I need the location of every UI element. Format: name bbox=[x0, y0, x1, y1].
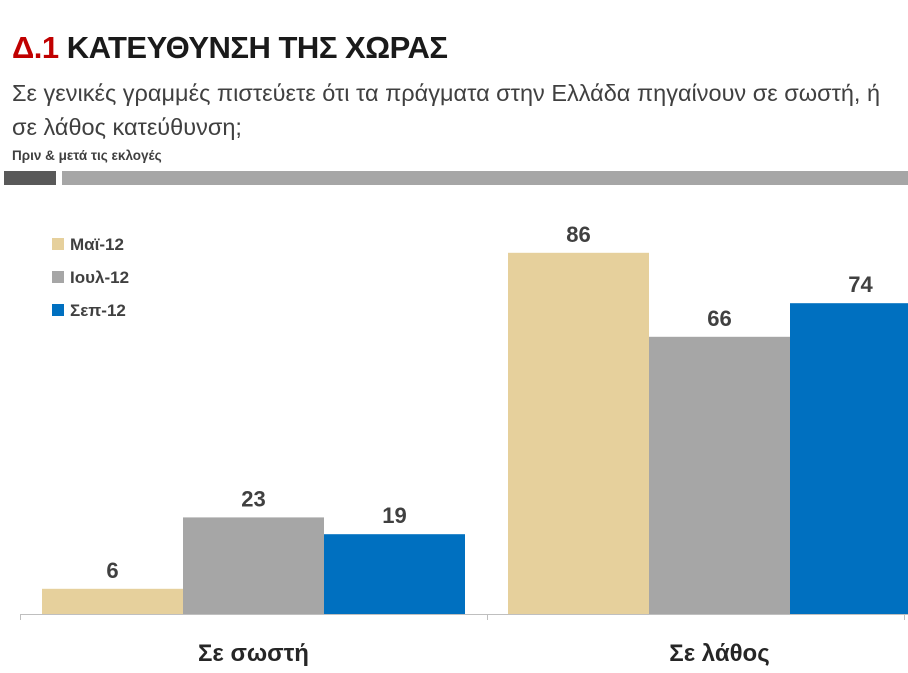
legend-swatch bbox=[52, 238, 64, 250]
data-label: 6 bbox=[106, 558, 118, 583]
bar bbox=[508, 252, 649, 615]
data-label: 86 bbox=[566, 222, 590, 247]
bar bbox=[649, 336, 790, 614]
bar bbox=[790, 303, 908, 614]
header-divider-dark bbox=[4, 171, 56, 185]
section-title: ΚΑΤΕΥΘΥΝΣΗ ΤΗΣ ΧΩΡΑΣ bbox=[66, 30, 448, 65]
bar bbox=[183, 517, 324, 614]
legend-label: Σεπ-12 bbox=[70, 301, 126, 320]
bar bbox=[42, 588, 183, 614]
category-label: Σε λάθος bbox=[669, 640, 769, 667]
chart-subtitle: Πριν & μετά τις εκλογές bbox=[12, 148, 162, 163]
header-divider-light bbox=[62, 171, 908, 185]
page-title: Δ.1 ΚΑΤΕΥΘΥΝΣΗ ΤΗΣ ΧΩΡΑΣ bbox=[12, 30, 448, 66]
data-label: 66 bbox=[707, 306, 731, 331]
legend-swatch bbox=[52, 271, 64, 283]
data-label: 19 bbox=[382, 503, 406, 528]
survey-question: Σε γενικές γραμμές πιστεύετε ότι τα πράγ… bbox=[12, 80, 881, 140]
data-label: 23 bbox=[241, 486, 265, 511]
section-number: Δ.1 bbox=[12, 30, 59, 65]
data-label: 74 bbox=[848, 272, 873, 297]
category-label: Σε σωστή bbox=[198, 640, 309, 667]
legend-label: Ιουλ-12 bbox=[70, 268, 129, 287]
legend-swatch bbox=[52, 304, 64, 316]
legend-label: Μαϊ-12 bbox=[70, 235, 124, 254]
bar bbox=[324, 534, 465, 614]
